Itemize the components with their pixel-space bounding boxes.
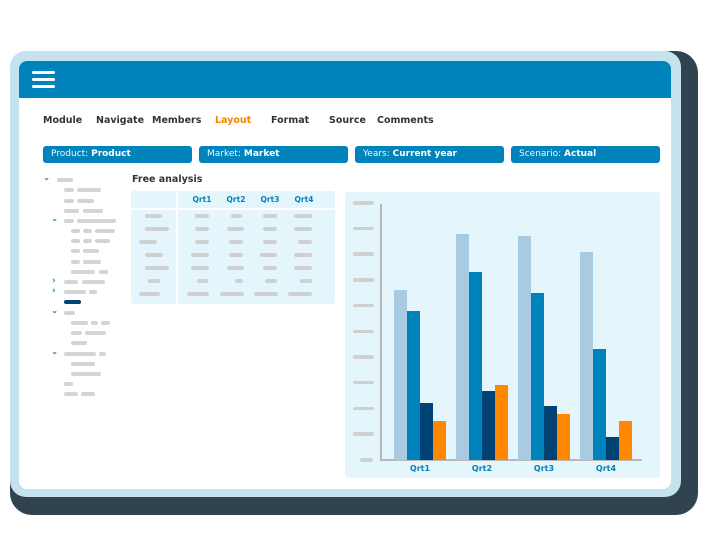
tree-item[interactable] [57, 178, 73, 182]
filter-years-label: Years: [363, 149, 390, 159]
chart-bar[interactable] [420, 403, 433, 460]
grid-divider [131, 208, 335, 210]
row-header[interactable] [148, 279, 160, 283]
y-tick-label [353, 226, 374, 231]
app-window: Module Navigate Members Layout Format So… [19, 61, 671, 489]
tree-item[interactable] [71, 229, 80, 233]
filter-market-value: Market [243, 149, 280, 159]
column-header-qrt3[interactable]: Qrt3 [260, 195, 280, 204]
tab-source[interactable]: Source [329, 115, 366, 126]
filter-scenario-value: Actual [564, 149, 597, 159]
chart-bar[interactable] [544, 406, 557, 460]
top-bar [19, 61, 671, 98]
y-tick-label [360, 458, 373, 462]
filter-scenario-label: Scenario: [519, 149, 562, 159]
y-tick-label [353, 201, 374, 205]
tree-item[interactable] [71, 239, 80, 243]
tree-item[interactable] [64, 311, 75, 315]
tab-format[interactable]: Format [271, 115, 310, 126]
tree-item[interactable] [64, 219, 74, 223]
filter-product-value: Product [91, 149, 131, 159]
y-tick-label [353, 329, 374, 333]
filter-scenario[interactable]: Scenario: Actual [511, 146, 660, 163]
chevron-right-icon[interactable]: › [52, 286, 56, 296]
chevron-down-icon[interactable]: › [48, 310, 59, 314]
grid-divider [176, 191, 178, 304]
tree-item[interactable] [64, 352, 96, 356]
hamburger-menu-icon[interactable] [32, 71, 55, 88]
chevron-down-icon[interactable]: › [48, 351, 59, 355]
tree-item[interactable] [71, 331, 82, 335]
tab-layout[interactable]: Layout [215, 115, 252, 126]
chevron-down-icon[interactable]: › [40, 177, 51, 181]
chevron-down-icon[interactable]: › [48, 218, 59, 222]
chart-bar[interactable] [606, 436, 619, 460]
row-header[interactable] [145, 227, 169, 231]
chart-bar[interactable] [557, 413, 570, 460]
tree-item[interactable] [71, 321, 88, 325]
row-header[interactable] [145, 214, 162, 218]
x-axis-label: Qrt1 [409, 464, 431, 473]
y-tick-label [353, 432, 374, 436]
tab-navigate[interactable]: Navigate [96, 115, 145, 126]
chart-bar[interactable] [495, 385, 508, 460]
x-axis-label: Qrt4 [595, 464, 617, 473]
column-header-qrt4[interactable]: Qrt4 [294, 195, 314, 204]
x-axis-label: Qrt2 [471, 464, 493, 473]
y-tick-label [353, 380, 374, 385]
tree-item[interactable] [71, 341, 87, 345]
tree-item-selected[interactable] [64, 300, 81, 304]
chevron-right-icon[interactable]: › [52, 276, 56, 286]
chart-bar[interactable] [469, 272, 482, 460]
tree-item[interactable] [64, 392, 78, 396]
tree-item[interactable] [71, 260, 80, 264]
filter-market-label: Market: [207, 149, 241, 159]
chart-bar[interactable] [407, 310, 420, 460]
tree-item[interactable] [64, 290, 86, 294]
tree-item[interactable] [64, 280, 78, 284]
filter-market[interactable]: Market: Market [199, 146, 348, 163]
y-axis [380, 204, 382, 460]
row-header[interactable] [139, 292, 160, 296]
y-tick-label [353, 406, 374, 411]
y-tick-label [353, 278, 374, 282]
row-header[interactable] [145, 266, 169, 270]
chart-bar[interactable] [518, 236, 531, 460]
chart-bar[interactable] [433, 421, 446, 460]
tree-item[interactable] [71, 362, 95, 366]
chart-bar[interactable] [482, 390, 495, 460]
tree-item[interactable] [64, 382, 73, 386]
x-axis-label: Qrt3 [533, 464, 555, 473]
y-tick-label [353, 303, 374, 308]
analysis-grid: Qrt1 Qrt2 Qrt3 Qrt4 [131, 191, 335, 304]
column-header-qrt1[interactable]: Qrt1 [192, 195, 212, 204]
chart-bar[interactable] [619, 421, 632, 460]
chart-bar[interactable] [580, 251, 593, 460]
bar-chart: Qrt1 Qrt2 Qrt3 Qrt4 [345, 192, 660, 478]
tree-item[interactable] [64, 199, 74, 203]
filter-years[interactable]: Years: Current year [355, 146, 504, 163]
row-header[interactable] [139, 240, 157, 244]
chart-bar[interactable] [531, 292, 544, 460]
x-axis [380, 459, 642, 461]
filter-product-label: Product: [51, 149, 89, 159]
tree-item[interactable] [71, 372, 101, 376]
tree-item[interactable] [64, 188, 74, 192]
chart-bar[interactable] [593, 349, 606, 460]
filter-years-value: Current year [392, 149, 457, 159]
tree-item[interactable] [64, 209, 79, 213]
free-analysis-title: Free analysis [132, 174, 203, 185]
chart-bar[interactable] [394, 290, 407, 460]
tab-members[interactable]: Members [152, 115, 202, 126]
tab-module[interactable]: Module [43, 115, 83, 126]
tree-item[interactable] [71, 249, 80, 253]
tree-item[interactable] [71, 270, 95, 274]
y-tick-label [353, 252, 374, 256]
tab-comments[interactable]: Comments [377, 115, 434, 126]
row-header[interactable] [145, 253, 163, 257]
filter-product[interactable]: Product: Product [43, 146, 192, 163]
chart-bar[interactable] [456, 233, 469, 460]
y-tick-label [353, 355, 374, 359]
column-header-qrt2[interactable]: Qrt2 [226, 195, 246, 204]
